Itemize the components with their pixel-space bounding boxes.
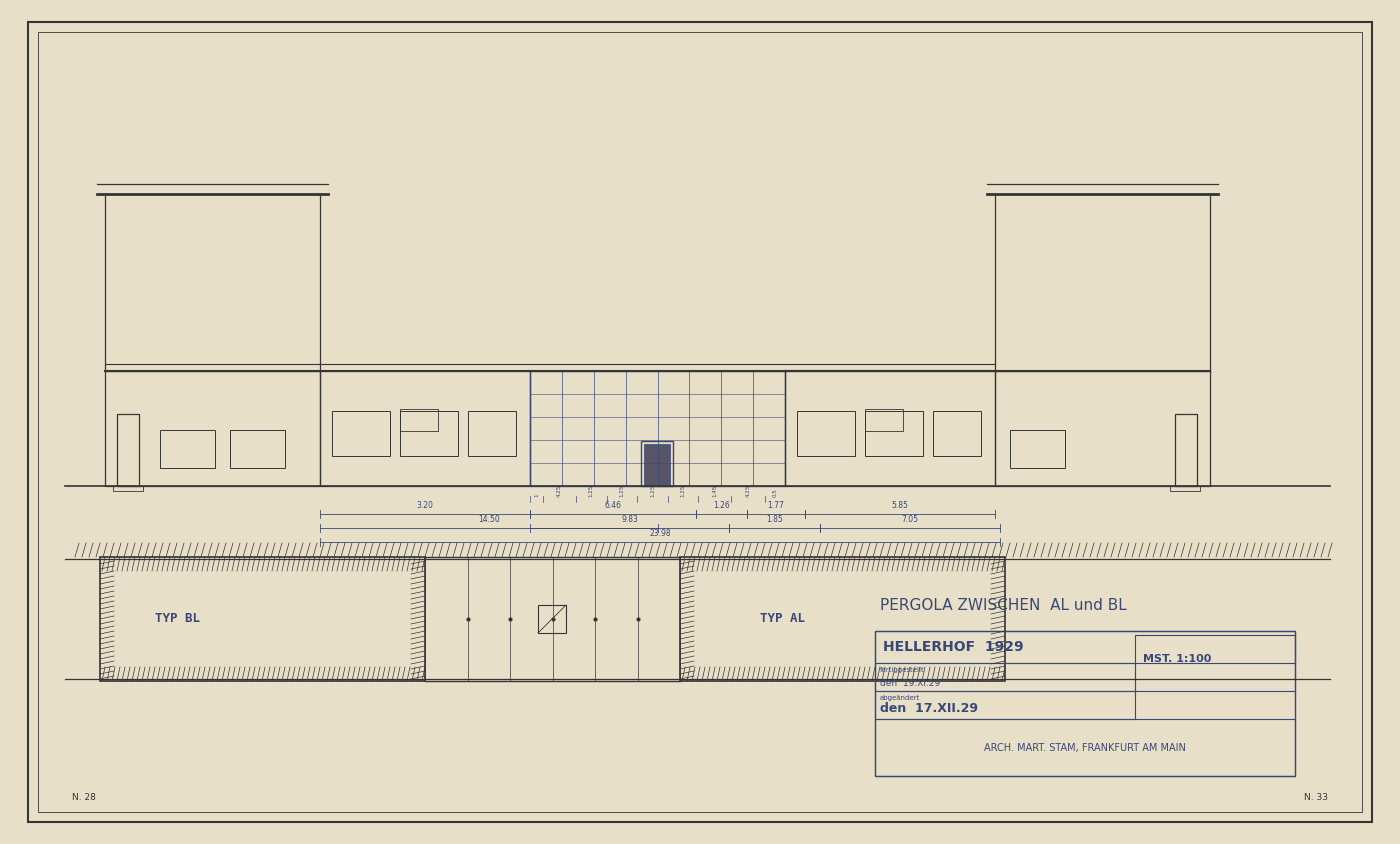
Text: 6.46: 6.46: [605, 501, 622, 510]
Text: 4.25: 4.25: [746, 484, 750, 497]
Text: PERGOLA ZWISCHEN  AL und BL: PERGOLA ZWISCHEN AL und BL: [881, 598, 1127, 613]
Text: N. 28: N. 28: [71, 793, 95, 803]
Text: 1.77: 1.77: [767, 501, 784, 510]
Bar: [531, 371, 785, 486]
Bar: [113, 486, 143, 491]
Bar: [1175, 414, 1197, 486]
Bar: [875, 719, 1295, 776]
Bar: [644, 444, 671, 486]
Text: HELLERHOF  1929: HELLERHOF 1929: [883, 640, 1023, 654]
Text: 3.20: 3.20: [417, 501, 434, 510]
Bar: [1135, 635, 1295, 691]
Text: 1.25: 1.25: [680, 484, 686, 497]
Bar: [932, 411, 981, 456]
Bar: [105, 194, 321, 486]
Text: 0.5: 0.5: [773, 488, 777, 497]
Bar: [538, 605, 566, 633]
Bar: [785, 371, 995, 486]
Text: 1.45: 1.45: [713, 484, 717, 497]
Bar: [865, 409, 903, 431]
Bar: [230, 430, 286, 468]
Text: 1.25: 1.25: [650, 484, 655, 497]
Bar: [1170, 486, 1200, 491]
Text: N. 33: N. 33: [1303, 793, 1329, 803]
Bar: [641, 441, 673, 486]
Text: 1.25: 1.25: [588, 484, 594, 497]
Bar: [875, 663, 1135, 691]
Text: TYP BL: TYP BL: [155, 613, 200, 625]
Bar: [99, 557, 426, 681]
Text: 5.85: 5.85: [892, 501, 909, 510]
Bar: [400, 411, 458, 456]
Bar: [875, 631, 1295, 776]
Text: den  19.XI.29: den 19.XI.29: [881, 679, 941, 688]
Bar: [321, 371, 531, 486]
Text: 1.85: 1.85: [766, 515, 783, 524]
Bar: [160, 430, 216, 468]
Text: ARCH. MART. STAM, FRANKFURT AM MAIN: ARCH. MART. STAM, FRANKFURT AM MAIN: [984, 743, 1186, 753]
Bar: [680, 557, 1005, 681]
Text: 23.98: 23.98: [650, 529, 671, 538]
Text: MST. 1:100: MST. 1:100: [1144, 654, 1212, 664]
Bar: [865, 411, 923, 456]
Bar: [875, 631, 1295, 663]
Text: 4.25: 4.25: [557, 484, 561, 497]
Bar: [118, 414, 139, 486]
Bar: [400, 409, 438, 431]
Bar: [468, 411, 517, 456]
Text: fertiggestellt: fertiggestellt: [881, 667, 925, 673]
Text: 7.05: 7.05: [902, 515, 918, 524]
Text: 1.25: 1.25: [619, 484, 624, 497]
Text: 1: 1: [533, 494, 539, 497]
Text: TYP AL: TYP AL: [760, 613, 805, 625]
Bar: [995, 194, 1210, 486]
Bar: [797, 411, 855, 456]
Text: 9.83: 9.83: [622, 515, 638, 524]
Text: 1.26: 1.26: [713, 501, 729, 510]
Text: abgeändert: abgeändert: [881, 695, 920, 701]
Text: 14.50: 14.50: [477, 515, 500, 524]
Bar: [875, 691, 1135, 719]
Bar: [332, 411, 391, 456]
Text: den  17.XII.29: den 17.XII.29: [881, 702, 979, 715]
Bar: [1009, 430, 1065, 468]
